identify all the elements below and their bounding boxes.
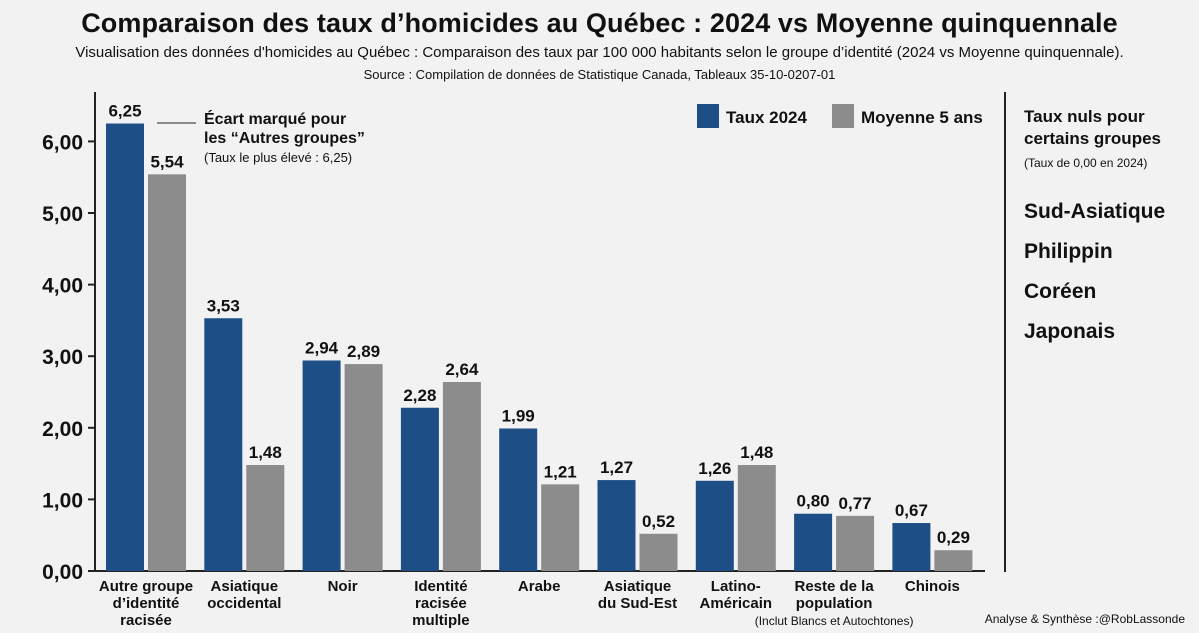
- value-label: 1,99: [502, 407, 535, 426]
- bar-average: [541, 484, 580, 571]
- category-label-line: Arabe: [518, 578, 561, 595]
- chart-title: Comparaison des taux d’homicides au Québ…: [81, 8, 1118, 38]
- category-label-line: Asiatique: [604, 578, 672, 595]
- category-label-line: Latino-: [711, 578, 761, 595]
- y-tick-label: 2,00: [42, 418, 83, 441]
- category-label: Reste de la population: [794, 578, 874, 612]
- annotation-title: les “Autres groupes”: [204, 130, 365, 147]
- category-label: Latino-Américain: [700, 578, 773, 612]
- value-label: 2,28: [403, 386, 436, 405]
- bar-2024: [794, 513, 833, 571]
- value-label: 5,54: [150, 152, 184, 171]
- category-label-line: multiple: [412, 612, 470, 629]
- zero-rate-group-item: Japonais: [1024, 320, 1116, 343]
- category-label-line: Noir: [328, 578, 358, 595]
- category-label-line: population: [796, 595, 873, 612]
- zero-rate-group-item: Sud-Asiatique: [1024, 200, 1166, 223]
- bar-2024: [204, 318, 243, 571]
- bar-average: [442, 381, 481, 571]
- zero-rate-group-list: Sud-Asiatique Philippin Coréen Japonais: [1024, 198, 1165, 358]
- value-label: 0,77: [839, 494, 872, 513]
- category-label-line: du Sud-Est: [598, 595, 677, 612]
- bar-2024: [892, 523, 931, 571]
- bar-2024: [597, 480, 636, 571]
- category-label: Arabe: [518, 578, 561, 595]
- value-label: 3,53: [207, 296, 240, 315]
- category-label-line: occidental: [207, 595, 281, 612]
- value-label: 6,25: [108, 102, 141, 121]
- annotation-subtitle: (Taux le plus élevé : 6,25): [204, 150, 352, 165]
- category-label-line: racisée: [415, 595, 467, 612]
- bar-average: [639, 533, 678, 571]
- category-label-line: Autre groupe: [99, 578, 193, 595]
- category-note: (Inclut Blancs et Autochtones): [755, 614, 914, 628]
- zero-rate-group-item: Coréen: [1024, 280, 1097, 303]
- bar-2024: [695, 480, 734, 571]
- category-label: Autre groupe d’identité racisée: [99, 578, 193, 629]
- zero-rate-group-item: Philippin: [1024, 240, 1113, 263]
- bar-2024: [106, 123, 144, 571]
- category-label-line: Asiatique: [211, 578, 279, 595]
- legend-label: Taux 2024: [726, 108, 808, 127]
- bar-average: [737, 465, 776, 571]
- category-label-line: racisée: [120, 612, 172, 629]
- category-label-line: Chinois: [905, 578, 960, 595]
- category-label: Noir: [328, 578, 358, 595]
- y-tick-label: 5,00: [42, 203, 83, 226]
- y-tick-label: 6,00: [42, 131, 83, 154]
- bar-2024: [400, 407, 439, 571]
- category-label-line: Identité: [414, 578, 467, 595]
- bar-2024: [499, 428, 538, 571]
- value-label: 2,94: [305, 338, 339, 357]
- bar-average: [344, 364, 383, 571]
- value-label: 2,64: [445, 360, 479, 379]
- category-label-line: Américain: [700, 595, 773, 612]
- bar-average: [246, 465, 285, 571]
- chart-subtitle: Visualisation des données d'homicides au…: [75, 44, 1124, 61]
- value-label: 0,67: [895, 501, 928, 520]
- legend-label: Moyenne 5 ans: [861, 108, 983, 127]
- legend-swatch-average: [832, 104, 854, 128]
- zero-rate-panel-subtitle: (Taux de 0,00 en 2024): [1024, 156, 1148, 170]
- value-label: 1,27: [600, 458, 633, 477]
- bar-average: [934, 550, 973, 571]
- annotation-title: Écart marqué pour: [204, 109, 346, 128]
- bar-average: [148, 174, 186, 571]
- value-label: 1,48: [740, 443, 773, 462]
- legend-swatch-2024: [697, 104, 719, 128]
- value-label: 0,52: [642, 512, 675, 531]
- category-label-line: Reste de la: [794, 578, 874, 595]
- bar-2024: [302, 360, 341, 571]
- y-tick-label: 3,00: [42, 346, 83, 369]
- zero-rate-panel: Taux nuls pour certains groupes (Taux de…: [1004, 92, 1196, 572]
- category-label: Chinois: [905, 578, 960, 595]
- value-label: 1,26: [698, 459, 731, 478]
- y-tick-label: 4,00: [42, 275, 83, 298]
- value-label: 2,89: [347, 342, 380, 361]
- value-label: 0,80: [797, 492, 830, 511]
- zero-rate-panel-title: Taux nuls pour certains groupes: [1024, 107, 1161, 148]
- y-tick-label: 0,00: [42, 561, 83, 584]
- credit-text: Analyse & Synthèse :@RobLassonde: [984, 612, 1185, 626]
- category-label: Identité racisée multiple: [412, 578, 470, 629]
- value-label: 0,29: [937, 528, 970, 547]
- bar-average: [836, 515, 875, 571]
- category-label: Asiatique occidental: [207, 578, 281, 612]
- category-label-line: d’identité: [113, 595, 180, 612]
- category-label: Asiatique du Sud-Est: [598, 578, 677, 612]
- chart-source: Source : Compilation de données de Stati…: [363, 67, 836, 82]
- y-tick-label: 1,00: [42, 489, 83, 512]
- value-label: 1,21: [544, 462, 577, 481]
- value-label: 1,48: [249, 443, 282, 462]
